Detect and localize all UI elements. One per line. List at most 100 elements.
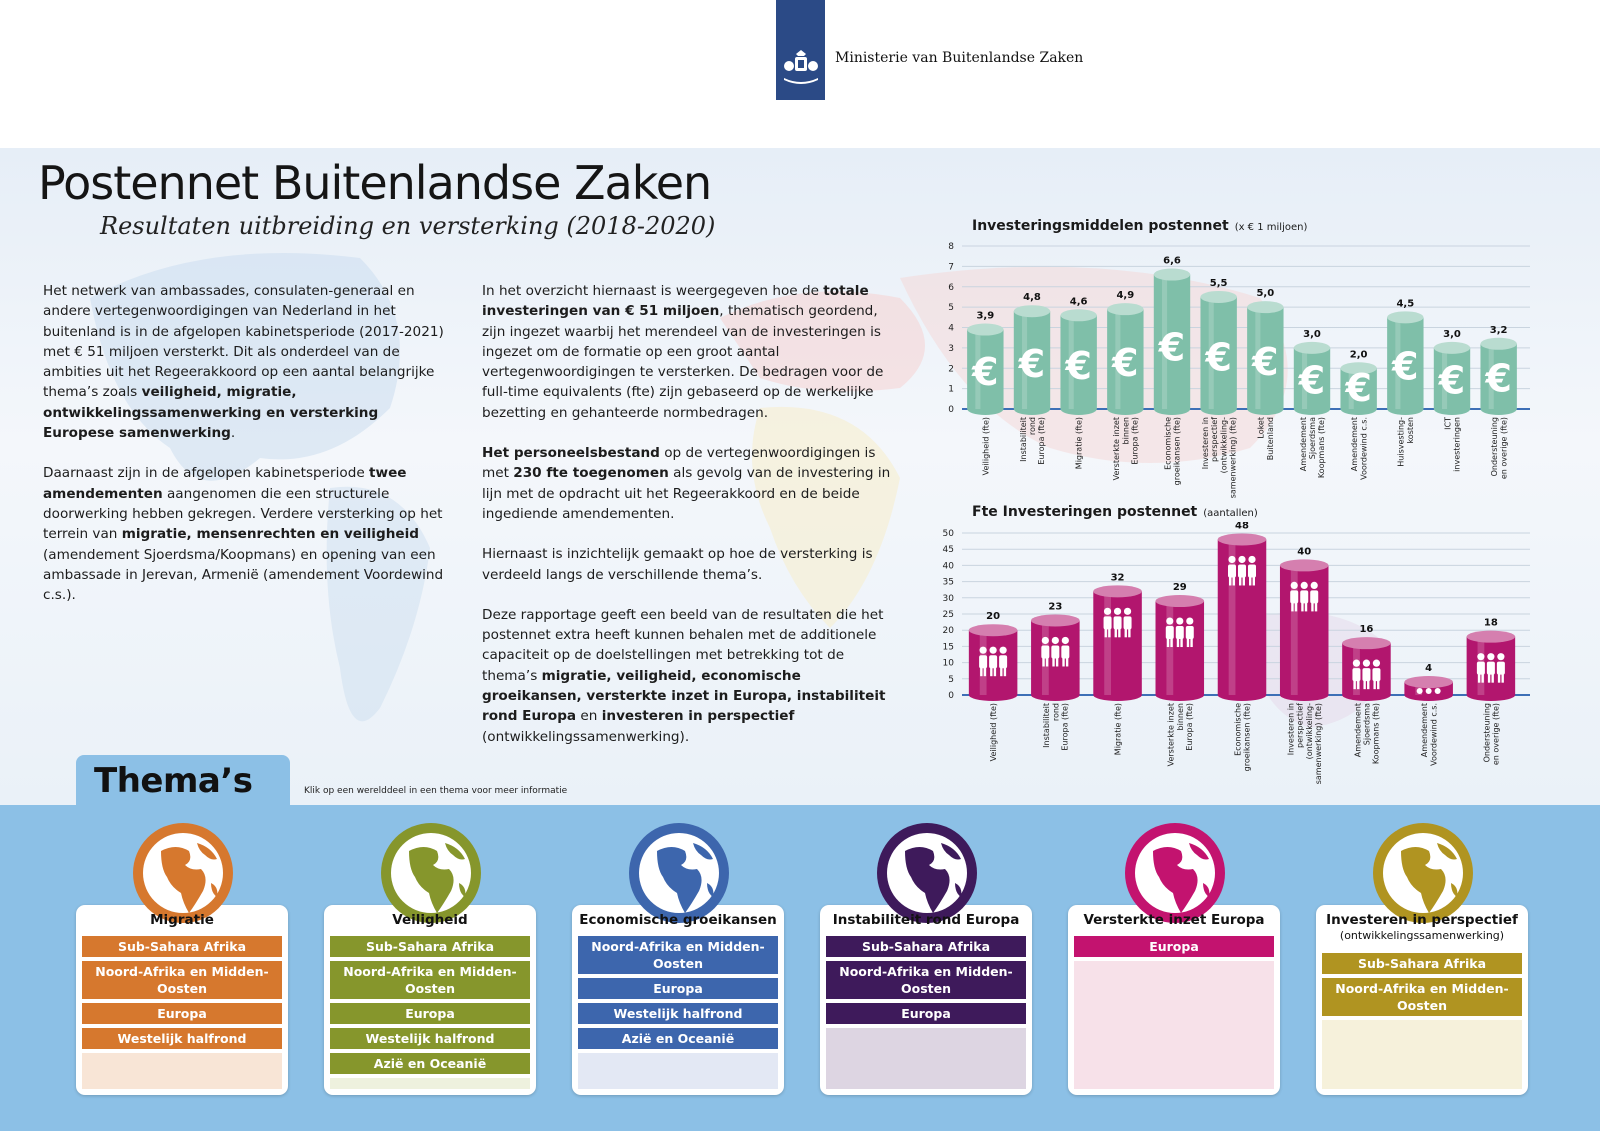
region-button[interactable]: Europa: [578, 978, 778, 999]
bar-highlight: [1115, 309, 1121, 409]
data-label: 3,9: [976, 311, 994, 322]
people-icon: [1416, 688, 1441, 694]
x-tick-line: investeringen: [1453, 417, 1462, 472]
x-tick-label: Investeren inperspectief(ontwikkeling-sa…: [1286, 703, 1323, 784]
card-fill: [578, 1053, 778, 1089]
x-tick-line: samenwerking) (fte): [1314, 703, 1323, 784]
bar: €: [1060, 309, 1097, 415]
bar-cap: [1031, 614, 1080, 627]
bar-highlight: [1290, 565, 1298, 695]
page-subtitle: Resultaten uitbreiding en versterking (2…: [100, 212, 716, 240]
x-tick-line: Europa (fte): [1061, 703, 1070, 751]
bar: €: [1013, 305, 1051, 415]
x-tick-line: Amendement: [1353, 703, 1362, 757]
text: (ontwikkelingssamenwerking).: [482, 728, 690, 745]
region-button[interactable]: Sub-Sahara Afrika: [1322, 953, 1522, 974]
globe-icon[interactable]: [379, 821, 483, 925]
people-icon: [1290, 581, 1319, 612]
bar-body: [1480, 343, 1517, 415]
x-tick-label: Huisvesting-kosten: [1397, 417, 1415, 467]
region-button[interactable]: Europa: [826, 1003, 1026, 1024]
bar-body: [1433, 347, 1471, 415]
region-button[interactable]: Sub-Sahara Afrika: [826, 936, 1026, 957]
data-label: 32: [1111, 572, 1125, 583]
region-button[interactable]: Noord-Afrika en Midden-Oosten: [578, 936, 778, 974]
x-tick-label: Migratie (fte): [1114, 703, 1123, 755]
y-tick-label: 10: [943, 659, 955, 669]
y-tick-label: 45: [943, 545, 954, 555]
region-button[interactable]: Westelijk halfrond: [578, 1003, 778, 1024]
bar-highlight: [1301, 347, 1308, 409]
data-label: 4,8: [1023, 292, 1041, 303]
bar-highlight: [1395, 317, 1401, 409]
region-button[interactable]: Westelijk halfrond: [330, 1028, 530, 1049]
bar-highlight: [1104, 591, 1112, 695]
globe-icon[interactable]: [131, 821, 235, 925]
bar: [1217, 533, 1267, 701]
region-list: Sub-Sahara Afrika Noord-Afrika en Midden-…: [82, 936, 282, 1089]
region-button[interactable]: Azië en Oceanië: [578, 1028, 778, 1049]
x-tick-label: Economischegroeikansen (fte): [1163, 417, 1181, 485]
chart-title-fte: Fte Investeringen postennet (aantallen): [972, 504, 1258, 520]
bar: €: [1247, 301, 1284, 415]
card-fill: [1322, 1020, 1522, 1089]
data-label: 48: [1235, 522, 1249, 531]
data-label: 6,6: [1163, 256, 1181, 267]
themas-title: Thema’s: [94, 761, 253, 801]
card-fill: [1074, 961, 1274, 1089]
data-label: 4: [1425, 663, 1432, 674]
y-tick-label: 1: [948, 385, 954, 395]
bar-highlight: [1208, 296, 1214, 409]
theme-card: Migratie Sub-Sahara Afrika Noord-Afrika en…: [76, 823, 288, 1095]
x-tick-label: LoketBuitenland: [1257, 417, 1275, 460]
bar-body: [1060, 315, 1097, 415]
x-tick-label: ICTinvesteringen: [1443, 417, 1461, 472]
data-label: 20: [986, 611, 1000, 622]
bold-text: totale investeringen van € 51 miljoen: [482, 283, 869, 320]
region-button[interactable]: Noord-Afrika en Midden-Oosten: [1322, 978, 1522, 1016]
region-button[interactable]: Noord-Afrika en Midden-Oosten: [330, 961, 530, 999]
x-tick-label: InstabiliteitrondEuropa (fte): [1019, 417, 1046, 465]
bold-text: 230 fte toegenomen: [513, 465, 669, 482]
card-fill: [826, 1028, 1026, 1089]
region-button[interactable]: Europa: [330, 1003, 530, 1024]
x-tick-label: Ondersteuningen overige (fte): [1482, 703, 1500, 765]
region-button[interactable]: Europa: [1074, 936, 1274, 957]
text: aangenomen die een structurele doorwerki…: [43, 485, 443, 543]
theme-card: Investeren in perspectief (ontwikkelingss…: [1316, 823, 1528, 1095]
globe-icon[interactable]: [1371, 821, 1475, 925]
x-tick-line: Veiligheid (fte): [981, 417, 990, 475]
data-label: 3,0: [1443, 329, 1461, 340]
euro-icon: €: [1018, 342, 1045, 386]
euro-icon: €: [1111, 341, 1138, 385]
globe-icon[interactable]: [627, 821, 731, 925]
bar: €: [1107, 303, 1144, 415]
y-tick-label: 35: [943, 578, 954, 588]
themas-tab: Thema’s: [76, 755, 290, 807]
x-tick-line: Koopmans (fte): [1317, 417, 1326, 478]
region-button[interactable]: Sub-Sahara Afrika: [330, 936, 530, 957]
region-button[interactable]: Azië en Oceanië: [330, 1053, 530, 1074]
region-button[interactable]: Sub-Sahara Afrika: [82, 936, 282, 957]
data-label: 5,5: [1210, 278, 1228, 289]
ministry-name: Ministerie van Buitenlandse Zaken: [835, 50, 1084, 66]
bar-body: [1107, 309, 1144, 415]
region-button[interactable]: Noord-Afrika en Midden-Oosten: [82, 961, 282, 999]
people-icon: [1476, 653, 1505, 683]
region-button[interactable]: Noord-Afrika en Midden-Oosten: [826, 961, 1026, 999]
region-button[interactable]: Westelijk halfrond: [82, 1028, 282, 1049]
theme-title: Migratie: [150, 912, 214, 928]
globe-icon[interactable]: [875, 821, 979, 925]
x-tick-label: Migratie (fte): [1075, 417, 1084, 469]
bar: €: [1387, 311, 1424, 415]
people-icon: [1103, 607, 1132, 638]
x-tick-line: Amendement: [1420, 703, 1429, 757]
y-tick-label: 2: [948, 364, 954, 374]
x-tick-line: groeikansen (fte): [1173, 417, 1182, 485]
region-list: Sub-Sahara Afrika Noord-Afrika en Midden-…: [330, 936, 530, 1089]
region-button[interactable]: Europa: [82, 1003, 282, 1024]
bar-cap: [1200, 290, 1237, 303]
globe-icon[interactable]: [1123, 821, 1227, 925]
x-tick-line: Instabiliteit: [1019, 417, 1028, 462]
y-tick-label: 0: [948, 691, 954, 701]
